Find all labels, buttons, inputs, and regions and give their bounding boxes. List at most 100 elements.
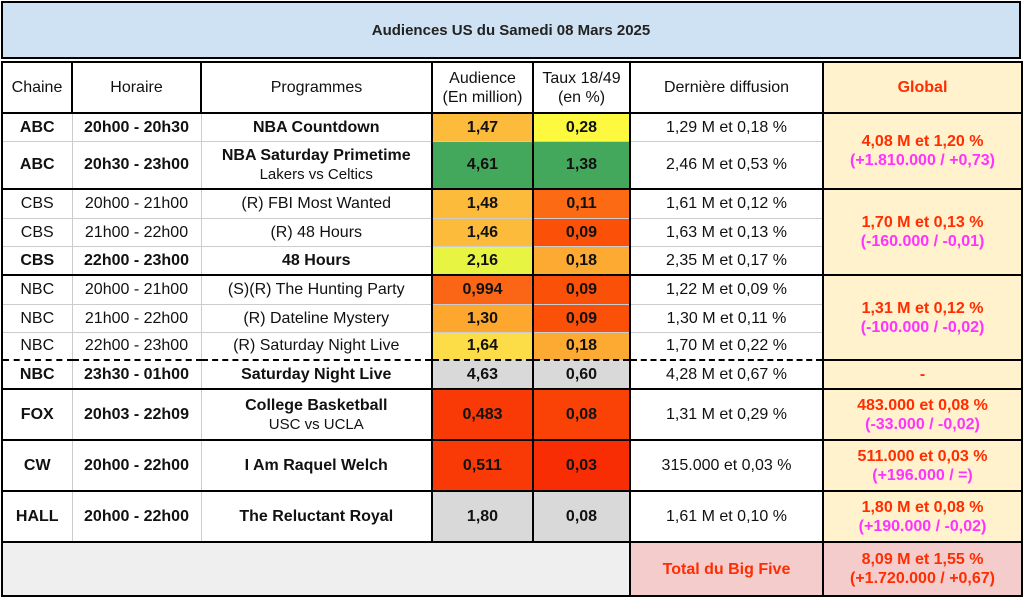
audience-cell: 0,511 xyxy=(431,439,534,492)
global-total: 1,80 M et 0,08 % xyxy=(861,498,984,516)
total-main: 8,09 M et 1,55 % xyxy=(861,551,984,568)
rating-cell: 0,08 xyxy=(532,490,631,543)
audience-cell: 1,64 xyxy=(431,331,534,361)
rating-cell: 0,60 xyxy=(532,359,631,390)
global-cell: 1,80 M et 0,08 % (+190.000 / -0,02) xyxy=(822,490,1023,543)
program-title: (R) Saturday Night Live xyxy=(233,337,400,355)
global-cell: 511.000 et 0,03 % (+196.000 / =) xyxy=(822,439,1023,492)
rating-cell: 0,11 xyxy=(532,188,631,219)
channel-cell: CW xyxy=(1,439,73,492)
time-slot-cell: 20h00 - 22h00 xyxy=(71,490,202,543)
header-derniere: Dernière diffusion xyxy=(629,61,824,114)
channel-cell: NBC xyxy=(1,331,73,361)
time-slot-cell: 21h00 - 22h00 xyxy=(71,217,202,247)
time-slot-cell: 20h00 - 22h00 xyxy=(71,439,202,492)
global-diff: (+1.810.000 / +0,73) xyxy=(850,152,995,169)
channel-cell: CBS xyxy=(1,217,73,247)
program-title: NBA Saturday Primetime xyxy=(221,146,411,164)
global-cell: - xyxy=(822,359,1023,390)
time-slot-cell: 20h00 - 21h00 xyxy=(71,188,202,219)
audience-table: Chaine Horaire Programmes Audience (En mi… xyxy=(1,61,1023,597)
table-row: NBC 20h00 - 21h00 (S)(R) The Hunting Party… xyxy=(1,274,1023,361)
time-slot-cell: 20h00 - 21h00 xyxy=(71,274,202,305)
last-airing-cell: 2,46 M et 0,53 % xyxy=(629,140,824,190)
program-subtitle: USC vs UCLA xyxy=(268,415,364,433)
program-subtitle: Lakers vs Celtics xyxy=(259,165,373,183)
rating-cell: 0,18 xyxy=(532,331,631,361)
channel-cell: CBS xyxy=(1,245,73,276)
program-title: (R) FBI Most Wanted xyxy=(241,195,392,213)
program-cell: The Reluctant Royal xyxy=(200,490,433,543)
global-cell: 1,31 M et 0,12 % (-100.000 / -0,02) xyxy=(822,274,1023,361)
last-airing-cell: 4,28 M et 0,67 % xyxy=(629,359,824,390)
rating-cell: 0,08 xyxy=(532,388,631,441)
total-diff: (+1.720.000 / +0,67) xyxy=(850,570,995,587)
audience-cell: 1,46 xyxy=(431,217,534,247)
last-airing-cell: 1,29 M et 0,18 % xyxy=(629,112,824,142)
program-cell: (R) Dateline Mystery xyxy=(200,303,433,333)
program-cell: College Basketball USC vs UCLA xyxy=(200,388,433,441)
header-audience-label: Audience xyxy=(449,69,516,87)
header-taux-label: Taux 18/49 xyxy=(542,69,621,87)
header-audience: Audience (En million) xyxy=(431,61,534,114)
program-title: Saturday Night Live xyxy=(241,366,392,383)
global-diff: (-100.000 / -0,02) xyxy=(860,318,985,336)
header-taux: Taux 18/49 (en %) xyxy=(532,61,631,114)
global-total: 1,31 M et 0,12 % xyxy=(861,299,984,317)
program-title: NBA Countdown xyxy=(253,118,380,136)
rating-cell: 0,09 xyxy=(532,274,631,305)
program-title: The Reluctant Royal xyxy=(239,508,394,525)
program-cell: NBA Saturday Primetime Lakers vs Celtics xyxy=(200,140,433,190)
global-diff: (-160.000 / -0,01) xyxy=(860,233,985,250)
header-horaire: Horaire xyxy=(71,61,202,114)
global-total: - xyxy=(919,366,926,383)
time-slot-cell: 20h03 - 22h09 xyxy=(71,388,202,441)
time-slot-cell: 23h30 - 01h00 xyxy=(71,359,202,390)
time-slot-cell: 21h00 - 22h00 xyxy=(71,303,202,333)
time-slot-cell: 22h00 - 23h00 xyxy=(71,331,202,361)
program-cell: (S)(R) The Hunting Party xyxy=(200,274,433,305)
header-global: Global xyxy=(822,61,1023,114)
time-slot-cell: 22h00 - 23h00 xyxy=(71,245,202,276)
channel-cell: FOX xyxy=(1,388,73,441)
channel-cell: NBC xyxy=(1,274,73,305)
header-audience-unit: (En million) xyxy=(442,88,523,106)
audience-cell: 1,30 xyxy=(431,303,534,333)
channel-cell: CBS xyxy=(1,188,73,219)
header-row: Chaine Horaire Programmes Audience (En mi… xyxy=(1,61,1023,114)
table-title: Audiences US du Samedi 08 Mars 2025 xyxy=(1,1,1021,59)
rating-cell: 0,28 xyxy=(532,112,631,142)
table-row: NBC 22h00 - 23h00 (R) Saturday Night Live 1… xyxy=(1,331,1022,361)
rating-cell: 1,38 xyxy=(532,140,631,190)
global-cell: 4,08 M et 1,20 % (+1.810.000 / +0,73) xyxy=(822,112,1023,190)
channel-cell: HALL xyxy=(1,490,73,543)
last-airing-cell: 2,35 M et 0,17 % xyxy=(629,245,824,276)
program-cell: (R) 48 Hours xyxy=(200,217,433,247)
global-total: 1,70 M et 0,13 % xyxy=(861,214,984,231)
rating-cell: 0,09 xyxy=(532,217,631,247)
program-title: (R) 48 Hours xyxy=(270,223,363,241)
audience-cell: 0,483 xyxy=(431,388,534,441)
global-diff: (+196.000 / =) xyxy=(872,466,973,484)
header-chaine: Chaine xyxy=(1,61,73,114)
time-slot-cell: 20h00 - 20h30 xyxy=(71,112,202,142)
program-title: 48 Hours xyxy=(282,251,351,269)
total-row: Total du Big Five 8,09 M et 1,55 % (+1.720… xyxy=(1,541,1023,597)
last-airing-cell: 1,63 M et 0,13 % xyxy=(629,217,824,247)
footer-blank xyxy=(1,541,631,597)
channel-cell: ABC xyxy=(1,112,73,142)
channel-cell: NBC xyxy=(1,303,73,333)
table-row: ABC 20h00 - 20h30 NBA Countdown 1,47 0,28 1,2… xyxy=(1,112,1023,190)
last-airing-cell: 1,61 M et 0,10 % xyxy=(629,490,824,543)
global-diff: (+190.000 / -0,02) xyxy=(858,517,987,535)
global-total: 4,08 M et 1,20 % xyxy=(861,133,984,150)
total-global-cell: 8,09 M et 1,55 % (+1.720.000 / +0,67) xyxy=(822,541,1023,597)
program-title: (S)(R) The Hunting Party xyxy=(227,281,405,299)
header-taux-unit: (en %) xyxy=(557,88,606,106)
program-title: I Am Raquel Welch xyxy=(244,457,388,474)
last-airing-cell: 315.000 et 0,03 % xyxy=(629,439,824,492)
global-total: 511.000 et 0,03 % xyxy=(857,447,988,465)
audience-cell: 1,48 xyxy=(431,188,534,219)
last-airing-cell: 1,30 M et 0,11 % xyxy=(629,303,824,333)
